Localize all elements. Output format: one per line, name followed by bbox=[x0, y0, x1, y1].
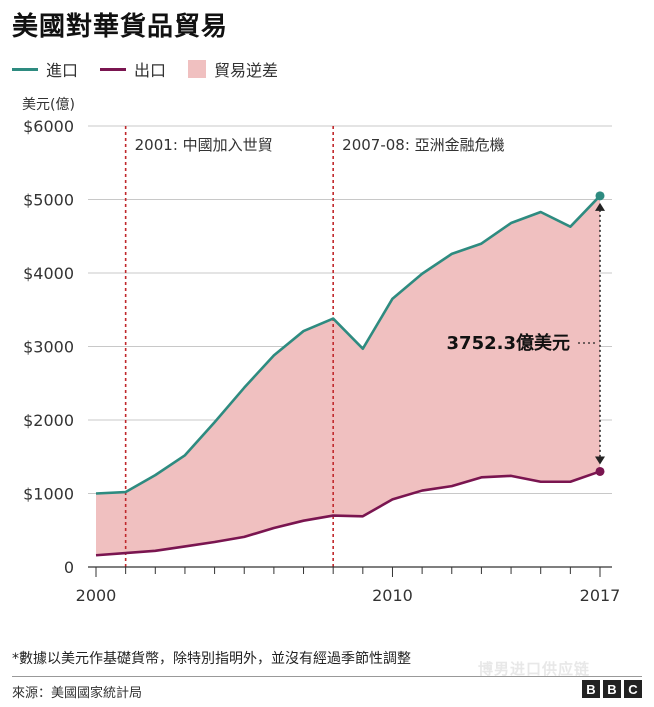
series-lines bbox=[95, 191, 605, 557]
source-note: 來源：美國國家統計局 bbox=[12, 686, 143, 701]
y-tick-label: $1000 bbox=[23, 485, 74, 504]
y-tick-label: $3000 bbox=[23, 338, 74, 357]
imports-end-point bbox=[595, 191, 605, 201]
event-label: 2001: 中國加入世貿 bbox=[135, 136, 273, 154]
y-tick-label: $2000 bbox=[23, 411, 74, 430]
event-label: 2007-08: 亞洲金融危機 bbox=[342, 136, 505, 154]
annotations: 3752.3億美元 bbox=[447, 202, 605, 465]
legend-label-imports: 進口 bbox=[46, 61, 79, 80]
bbc-logo-letter: C bbox=[624, 680, 642, 698]
exports-end-point bbox=[595, 466, 605, 476]
legend-item-exports: 出口 bbox=[100, 57, 166, 81]
legend-label-deficit: 貿易逆差 bbox=[214, 61, 279, 80]
y-tick-label: 0 bbox=[64, 558, 74, 577]
legend-swatch-deficit bbox=[188, 60, 207, 78]
legend-item-imports: 進口 bbox=[12, 57, 78, 81]
deficit-area bbox=[96, 195, 600, 556]
exports-line bbox=[95, 470, 601, 557]
footnote: *數據以美元作基礎貨幣，除特別指明外，並沒有經過季節性調整 bbox=[12, 651, 411, 667]
annotation-arrow-head-down bbox=[595, 456, 605, 465]
chart-plot: 2001: 中國加入世貿 2007-08: 亞洲金融危機 0 $1000 $2000 $… bbox=[23, 117, 620, 605]
chart-title: 美國對華貨品貿易 bbox=[12, 12, 229, 42]
deficit-area-fill bbox=[96, 195, 600, 556]
y-axis-unit-label: 美元(億) bbox=[22, 97, 75, 113]
legend-label-exports: 出口 bbox=[134, 61, 167, 80]
y-tick-label: $5000 bbox=[23, 191, 74, 210]
bbc-logo-letter: B bbox=[603, 680, 621, 698]
axes: 0 $1000 $2000 $3000 $4000 $5000 $6000 2000 2010 2… bbox=[23, 117, 620, 605]
annotation-label: 3752.3億美元 bbox=[447, 332, 570, 354]
legend: 進口 出口 貿易逆差 bbox=[12, 58, 300, 80]
event-markers: 2001: 中國加入世貿 2007-08: 亞洲金融危機 bbox=[124, 126, 505, 567]
divider bbox=[12, 676, 642, 677]
bbc-logo: B B C bbox=[582, 680, 642, 698]
x-tick-label: 2017 bbox=[580, 586, 621, 605]
x-tick-label: 2000 bbox=[76, 586, 117, 605]
y-tick-label: $4000 bbox=[23, 264, 74, 283]
bbc-logo-letter: B bbox=[582, 680, 600, 698]
legend-item-deficit: 貿易逆差 bbox=[188, 57, 278, 81]
watermark: 博男进口供应链 bbox=[478, 660, 591, 678]
legend-swatch-imports bbox=[12, 67, 38, 71]
imports-line bbox=[95, 194, 601, 495]
x-tick-label: 2010 bbox=[372, 586, 413, 605]
legend-swatch-exports bbox=[100, 67, 127, 71]
annotation-arrow-head-up bbox=[595, 202, 605, 211]
y-tick-label: $6000 bbox=[23, 117, 74, 136]
